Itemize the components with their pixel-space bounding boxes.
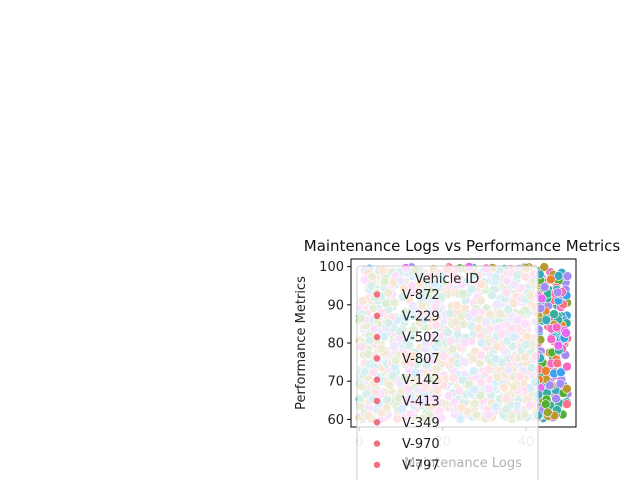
- legend-marker: [373, 333, 381, 341]
- data-point: [544, 380, 555, 391]
- data-point: [545, 274, 556, 285]
- legend-entry: V-142: [402, 373, 440, 388]
- data-point: [540, 399, 551, 410]
- legend-marker: [373, 291, 381, 298]
- y-axis: 60 70 80 90 100: [319, 260, 351, 428]
- legend-entry: V-797: [402, 458, 440, 473]
- legend-marker: [373, 440, 381, 447]
- y-tick-label: 70: [327, 375, 344, 390]
- y-tick-label: 100: [319, 260, 344, 275]
- data-point: [552, 287, 563, 298]
- data-point: [562, 399, 572, 409]
- data-point: [536, 293, 547, 304]
- data-point: [562, 361, 572, 372]
- legend-marker: [373, 419, 381, 426]
- legend-title: Vehicle ID: [415, 272, 479, 287]
- data-point: [562, 271, 573, 282]
- data-point: [562, 383, 572, 394]
- legend-entry: V-502: [402, 331, 440, 346]
- legend-marker: [373, 397, 381, 405]
- legend-entry: V-349: [402, 416, 440, 431]
- x-axis-label: Maintenance Logs: [404, 456, 522, 471]
- legend: Vehicle ID V-872 V-229 V-502 V-807 V-142 V-41…: [356, 265, 539, 480]
- data-point: [540, 366, 551, 376]
- data-point: [542, 407, 553, 418]
- y-axis-label: Performance Metrics: [294, 276, 309, 410]
- data-point: [552, 358, 563, 369]
- legend-box: [356, 265, 539, 480]
- data-point: [546, 334, 557, 345]
- legend-marker: [373, 376, 381, 383]
- data-point: [549, 309, 559, 319]
- data-point: [539, 262, 550, 272]
- legend-entry: V-413: [402, 395, 440, 410]
- data-point: [539, 282, 550, 292]
- data-point: [551, 322, 562, 333]
- legend-marker: [373, 312, 381, 319]
- y-tick-label: 90: [327, 298, 344, 313]
- y-tick-label: 60: [327, 413, 344, 428]
- legend-marker: [373, 461, 381, 469]
- data-point: [561, 328, 571, 338]
- legend-marker: [373, 355, 381, 362]
- data-point: [551, 393, 561, 404]
- data-point: [541, 315, 552, 325]
- legend-entry: V-872: [402, 288, 440, 303]
- data-point: [556, 367, 566, 378]
- legend-entry: V-229: [402, 309, 440, 324]
- chart-title: Maintenance Logs vs Performance Metrics: [304, 237, 621, 255]
- legend-entry: V-970: [402, 437, 440, 452]
- legend-entry: V-807: [402, 352, 440, 367]
- y-tick-label: 80: [327, 337, 344, 352]
- data-point: [553, 340, 564, 351]
